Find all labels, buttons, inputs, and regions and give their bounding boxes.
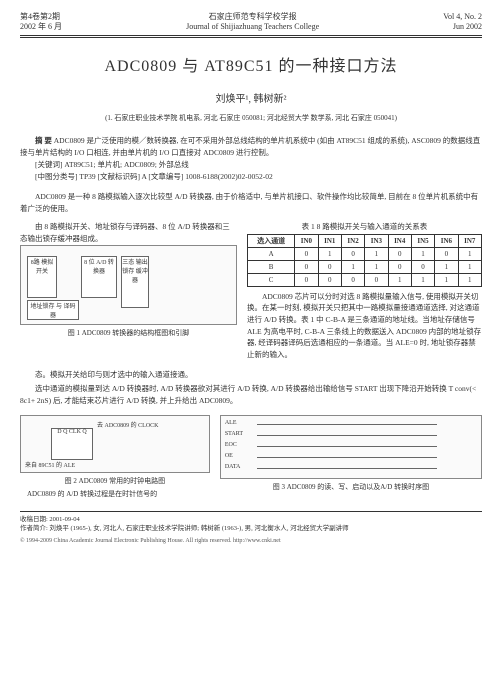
table-header-cell: IN7 — [458, 234, 481, 247]
table-cell: 0 — [388, 247, 411, 260]
block-tristate: 三态 输出 锁存 缓冲器 — [121, 256, 149, 308]
table-cell: 1 — [341, 260, 364, 273]
table-cell: 1 — [365, 260, 388, 273]
block-latch: 地址锁存 与 译码器 — [27, 300, 79, 320]
abstract: 摘 要 ADC0809 是广泛使用的模／数转换器, 在可不采用外部总线结构的单片… — [20, 135, 482, 159]
table-header-cell: IN6 — [435, 234, 458, 247]
table-cell: 1 — [458, 273, 481, 286]
table-cell: 1 — [411, 247, 434, 260]
timing-waveform — [257, 468, 437, 475]
table-cell: 1 — [435, 260, 458, 273]
page-header: 第4卷第2期 2002 年 6 月 石家庄师范专科学校学报 Journal of… — [20, 12, 482, 36]
table-header-cell: IN4 — [388, 234, 411, 247]
timing-waveform — [257, 424, 437, 431]
table-cell: 0 — [295, 273, 318, 286]
table-cell: 1 — [318, 247, 341, 260]
timing-signal-label: DATA — [225, 464, 241, 470]
timing-signal-label: OE — [225, 453, 233, 459]
table-row: A01010101 — [247, 247, 481, 260]
table-cell: C — [247, 273, 294, 286]
table-cell: 0 — [341, 273, 364, 286]
affiliation: (1. 石家庄职业技术学院 机电系, 河北 石家庄 050081; 河北经贸大学… — [20, 113, 482, 123]
table-cell: 0 — [295, 247, 318, 260]
left-intro: 由 8 路模拟开关、地址锁存与译码器、8 位 A/D 转换器和三态输出锁存缓冲器… — [20, 221, 237, 245]
table-cell: 0 — [318, 260, 341, 273]
keywords-text: AT89C51; 单片机; ADC0809; 外部总线 — [64, 160, 188, 169]
copyright-line: © 1994-2009 China Academic Journal Elect… — [20, 538, 482, 544]
issue-vol-cn: 第4卷第2期 — [20, 12, 62, 22]
figure-1-diagram: 8路 模拟 开关 地址锁存 与 译码器 8 位 A/D 转换器 三态 输出 锁存… — [20, 245, 237, 325]
abstract-text: ADC0809 是广泛使用的模／数转换器, 在可不采用外部总线结构的单片机系统中… — [20, 136, 480, 157]
table-cell: 1 — [435, 273, 458, 286]
table-cell: 0 — [411, 260, 434, 273]
table-cell: A — [247, 247, 294, 260]
footer-received: 收稿日期: 2001-09-04 — [20, 515, 482, 525]
timing-signal-label: ALE — [225, 420, 237, 426]
figure-3-timing: ALE START EOC OE DATA — [220, 415, 482, 479]
intro-paragraph: ADC0809 是一种 8 路模拟输入逐次比较型 A/D 转换器, 由于价格适中… — [20, 191, 482, 215]
mid-paragraph-1: 态。模拟开关给印与则才选中的输入通道接通。 — [20, 369, 482, 381]
timing-waveform — [257, 435, 437, 442]
table-row: C00001111 — [247, 273, 481, 286]
table-cell: 1 — [365, 247, 388, 260]
abstract-label: 摘 要 — [35, 136, 52, 145]
table-cell: 0 — [295, 260, 318, 273]
figure-2-caption: 图 2 ADC0809 常用的时钟电路图 — [20, 476, 210, 486]
authors: 刘焕平¹, 韩树新² — [20, 90, 482, 105]
table-header-cell: IN2 — [341, 234, 364, 247]
table-cell: 0 — [318, 273, 341, 286]
table-header-cell: IN3 — [365, 234, 388, 247]
table-1: 选入通道IN0IN1IN2IN3IN4IN5IN6IN7 A01010101B0… — [247, 234, 482, 287]
figure-3-caption: 图 3 ADC0809 的读、写、启动以及A/D 转换时序图 — [220, 482, 482, 492]
footer-authors-bio: 作者简介: 刘焕平 (1965-), 女, 河北人, 石家庄职业技术学院讲师; … — [20, 524, 482, 534]
table-cell: 1 — [411, 273, 434, 286]
timing-signal-label: EOC — [225, 442, 237, 448]
issue-date-cn: 2002 年 6 月 — [20, 22, 62, 32]
table-header-cell: IN0 — [295, 234, 318, 247]
keywords-label: 关键词 — [38, 160, 61, 169]
table-cell: 0 — [341, 247, 364, 260]
clock-in-label: 来自 89C51 的 ALE — [25, 460, 75, 469]
block-adc: 8 位 A/D 转换器 — [81, 256, 117, 298]
table-cell: 0 — [435, 247, 458, 260]
issue-date-en: Jun 2002 — [443, 22, 482, 32]
journal-name-cn: 石家庄师范专科学校学报 — [186, 12, 319, 22]
table-header-cell: IN1 — [318, 234, 341, 247]
paper-title: ADC0809 与 AT89C51 的一种接口方法 — [20, 52, 482, 76]
journal-name-en: Journal of Shijiazhuang Teachers College — [186, 22, 319, 32]
issue-vol-en: Vol 4, No. 2 — [443, 12, 482, 22]
table-cell: 1 — [388, 273, 411, 286]
block-mux: 8路 模拟 开关 — [27, 256, 57, 298]
timing-waveform — [257, 457, 437, 464]
timing-signal-label: START — [225, 431, 243, 437]
table-row: B00110011 — [247, 260, 481, 273]
table-cell: 0 — [388, 260, 411, 273]
table-cell: B — [247, 260, 294, 273]
clock-out-label: 去 ADC0809 的 CLOCK — [97, 420, 159, 429]
figure-2-diagram: D Q CLK Q̄ 去 ADC0809 的 CLOCK 来自 89C51 的 … — [20, 415, 210, 473]
table-cell: 1 — [458, 260, 481, 273]
table-cell: 1 — [458, 247, 481, 260]
classification-line: [中图分类号] TP39 [文献标识码] A [文章编号] 1008-6188(… — [20, 171, 482, 183]
figure-1-caption: 图 1 ADC0809 转换器的结构框图和引脚 — [20, 328, 237, 338]
header-right: Vol 4, No. 2 Jun 2002 — [443, 12, 482, 33]
table-1-caption: 表 1 8 路模拟开关与输入通道的关系表 — [247, 221, 482, 232]
header-left: 第4卷第2期 2002 年 6 月 — [20, 12, 62, 33]
mid-paragraph-2: 选中通道的模拟量到达 A/D 转换器时, A/D 转换器欲对其进行 A/D 转换… — [20, 383, 482, 407]
right-paragraph: ADC0809 芯片可以分时对选 8 路模拟量输入信号, 使用模拟开关切换。在某… — [247, 291, 482, 361]
keywords: [关键词] AT89C51; 单片机; ADC0809; 外部总线 — [20, 159, 482, 171]
figure-2-subtext: ADC0809 的 A/D 转换过程是在时针信号的 — [20, 489, 210, 499]
table-header-cell: IN5 — [411, 234, 434, 247]
block-dff: D Q CLK Q̄ — [51, 428, 93, 460]
table-header-cell: 选入通道 — [247, 234, 294, 247]
header-center: 石家庄师范专科学校学报 Journal of Shijiazhuang Teac… — [186, 12, 319, 33]
table-cell: 0 — [365, 273, 388, 286]
timing-waveform — [257, 446, 437, 453]
